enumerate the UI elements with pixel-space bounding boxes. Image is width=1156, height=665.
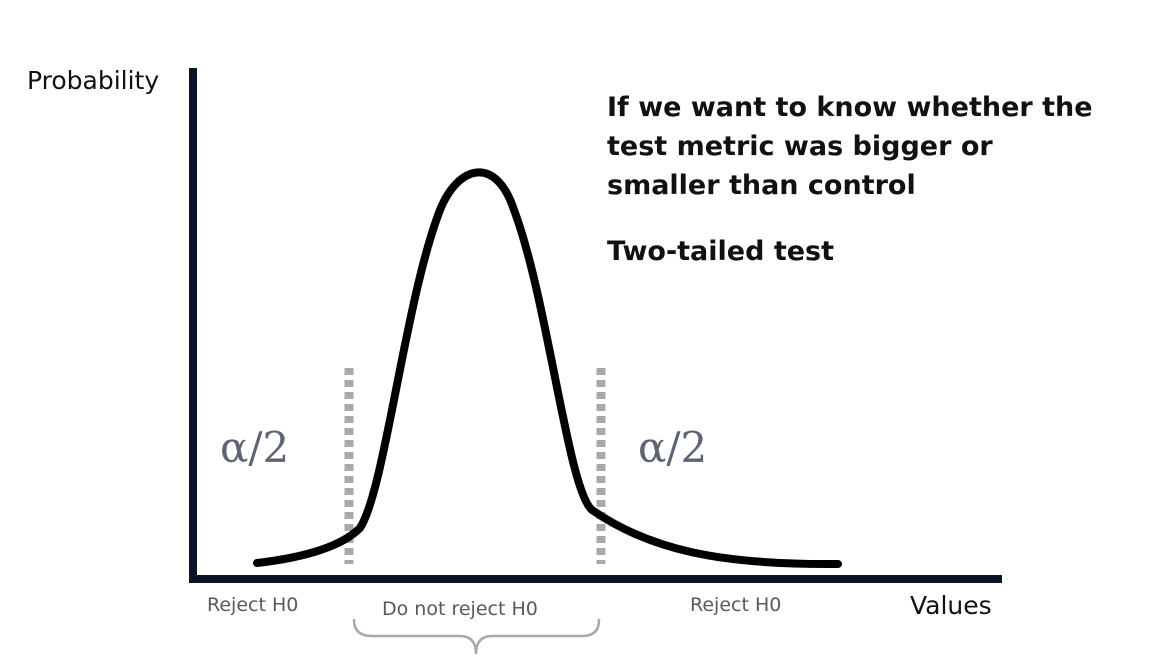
annotation-line: smaller than control	[607, 170, 916, 201]
annotation-line: test metric was bigger or	[607, 131, 993, 162]
acceptance-region-brace	[352, 618, 601, 655]
test-type-label: Two-tailed test	[607, 236, 835, 267]
acceptance-region-label: Do not reject H0	[382, 598, 538, 620]
distribution-curve	[253, 168, 842, 569]
left-reject-region-label: Reject H0	[207, 594, 299, 616]
right-tail-alpha-label: α/2	[638, 423, 708, 472]
annotation-text: If we want to know whether the test metr…	[607, 88, 1093, 205]
x-axis-label: Values	[910, 591, 992, 620]
right-reject-region-label: Reject H0	[690, 594, 782, 616]
annotation-line: If we want to know whether the	[607, 92, 1093, 123]
left-tail-alpha-label: α/2	[220, 423, 290, 472]
y-axis-label: Probability	[27, 66, 160, 95]
